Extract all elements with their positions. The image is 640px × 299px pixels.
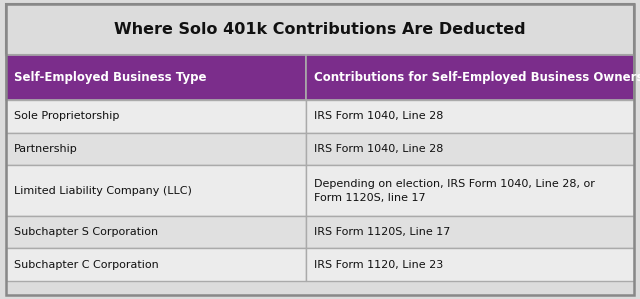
Text: Where Solo 401k Contributions Are Deducted: Where Solo 401k Contributions Are Deduct… — [114, 22, 526, 37]
Text: Contributions for Self-Employed Business Owners: Contributions for Self-Employed Business… — [314, 71, 640, 84]
Text: IRS Form 1120, Line 23: IRS Form 1120, Line 23 — [314, 260, 443, 270]
Text: Self-Employed Business Type: Self-Employed Business Type — [14, 71, 207, 84]
Bar — [6, 165, 306, 216]
Text: Depending on election, IRS Form 1040, Line 28, or
Form 1120S, line 17: Depending on election, IRS Form 1040, Li… — [314, 179, 595, 202]
Bar — [6, 248, 306, 281]
Text: Partnership: Partnership — [14, 144, 78, 154]
Bar — [6, 216, 306, 248]
Bar — [6, 4, 634, 55]
Bar — [6, 100, 306, 133]
Text: Subchapter C Corporation: Subchapter C Corporation — [14, 260, 159, 270]
Bar — [306, 133, 634, 165]
Bar — [306, 100, 634, 133]
Text: IRS Form 1040, Line 28: IRS Form 1040, Line 28 — [314, 112, 444, 121]
Text: Sole Proprietorship: Sole Proprietorship — [14, 112, 120, 121]
Text: IRS Form 1120S, Line 17: IRS Form 1120S, Line 17 — [314, 227, 451, 237]
Text: IRS Form 1040, Line 28: IRS Form 1040, Line 28 — [314, 144, 444, 154]
Bar — [306, 248, 634, 281]
Bar — [306, 165, 634, 216]
Bar — [306, 55, 634, 100]
Bar — [306, 216, 634, 248]
Bar — [6, 133, 306, 165]
Text: Limited Liability Company (LLC): Limited Liability Company (LLC) — [14, 186, 192, 196]
Bar — [6, 55, 306, 100]
Text: Subchapter S Corporation: Subchapter S Corporation — [14, 227, 158, 237]
